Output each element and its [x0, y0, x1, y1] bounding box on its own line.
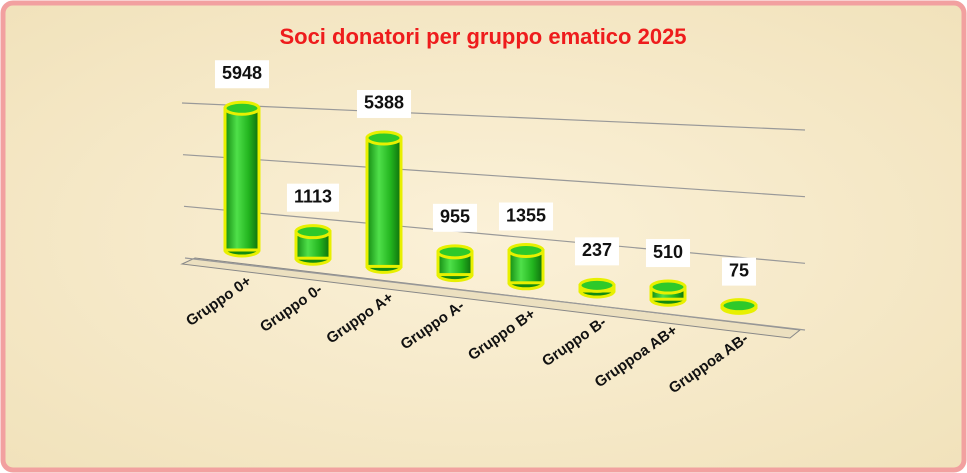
value-label-box — [721, 257, 757, 286]
bar-top — [294, 224, 332, 240]
value-label-box — [214, 60, 270, 89]
grid-line — [181, 102, 806, 131]
value-label-box — [356, 89, 412, 118]
bar-top — [578, 277, 616, 293]
value-label: 5388 — [364, 93, 404, 113]
value-label: 955 — [440, 207, 470, 227]
value-label-box — [286, 183, 340, 212]
value-label: 1113 — [294, 186, 332, 206]
value-label: 237 — [582, 240, 612, 260]
value-label-box — [645, 239, 691, 268]
grid-line — [183, 205, 806, 264]
value-label: 75 — [729, 260, 749, 280]
chart-title: Soci donatori per gruppo ematico 2025 — [279, 24, 686, 49]
value-label-box — [432, 203, 478, 232]
bar — [365, 136, 403, 268]
grid-line — [182, 154, 806, 198]
bar-top — [720, 298, 758, 314]
value-label-box — [574, 237, 620, 266]
value-label: 5948 — [222, 63, 262, 83]
bar-top — [649, 279, 687, 295]
bar-top — [223, 100, 261, 116]
bar-top — [436, 244, 474, 260]
value-label: 1355 — [506, 205, 546, 225]
bar — [223, 106, 261, 252]
bar-top — [365, 130, 403, 146]
value-label-box — [498, 202, 554, 231]
bar-top — [507, 243, 545, 259]
value-label: 510 — [653, 242, 683, 262]
grid-line — [184, 257, 806, 331]
